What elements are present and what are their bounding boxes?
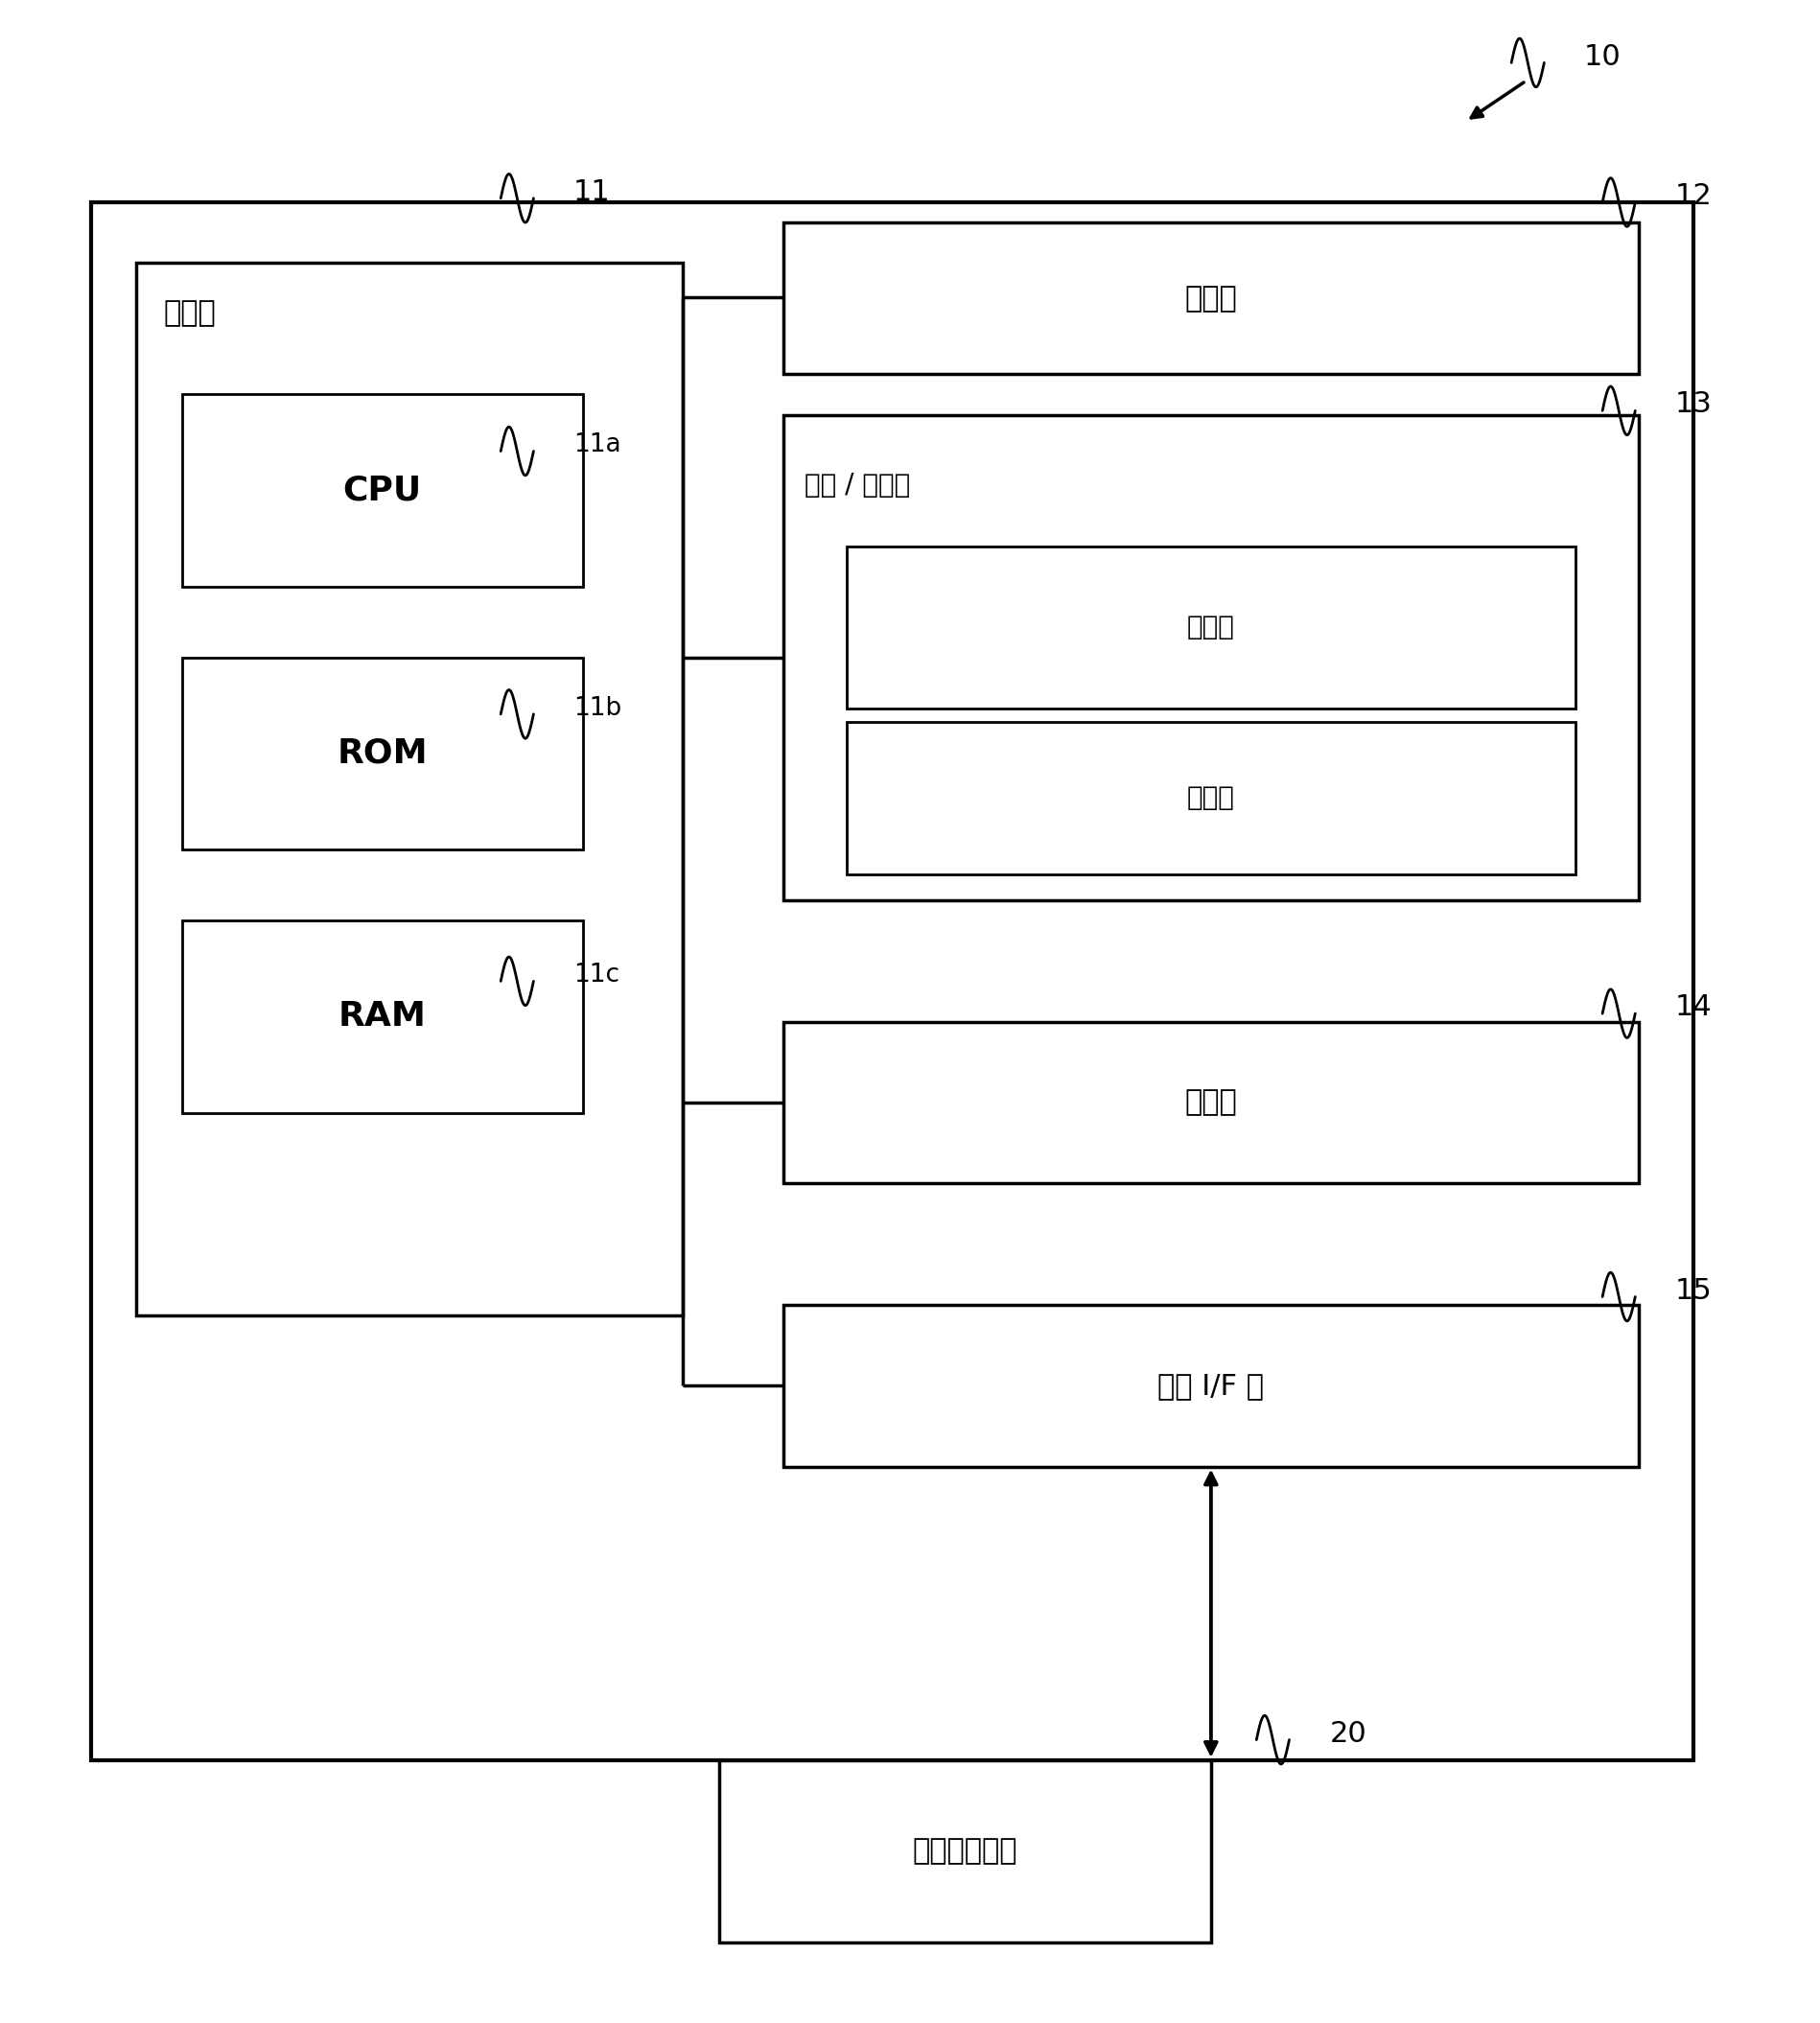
Text: 11a: 11a [573,433,621,457]
Text: 控制部: 控制部 [164,299,217,328]
Bar [783,1305,1638,1467]
Bar [182,657,582,850]
Text: 输入 I/F 部: 输入 I/F 部 [1158,1372,1263,1400]
Bar [91,202,1693,1760]
Text: 10: 10 [1583,42,1620,71]
Bar [783,415,1638,900]
Text: 显示部: 显示部 [1187,613,1234,641]
Text: ROM: ROM [337,736,428,771]
Text: 12: 12 [1674,182,1711,210]
Bar [783,223,1638,374]
Text: 11b: 11b [573,696,621,720]
Text: 20: 20 [1329,1720,1365,1748]
Bar [719,1760,1210,1942]
Bar [846,722,1574,874]
Text: 15: 15 [1674,1277,1711,1305]
Text: 显示 / 操作部: 显示 / 操作部 [804,471,910,500]
Text: RAM: RAM [339,999,426,1034]
Text: CPU: CPU [342,473,422,508]
Text: 存储部: 存储部 [1185,285,1236,312]
Bar [182,920,582,1113]
Bar [846,546,1574,708]
Text: 11: 11 [573,178,610,206]
Text: 13: 13 [1674,390,1711,419]
Text: 外部输入装置: 外部输入装置 [912,1837,1017,1865]
Bar [783,1022,1638,1183]
Text: 11c: 11c [573,963,619,987]
Bar [182,394,582,587]
Bar [136,263,682,1315]
Text: 印刷部: 印刷部 [1185,1088,1236,1117]
Text: 操作部: 操作部 [1187,785,1234,811]
Text: 14: 14 [1674,993,1711,1022]
